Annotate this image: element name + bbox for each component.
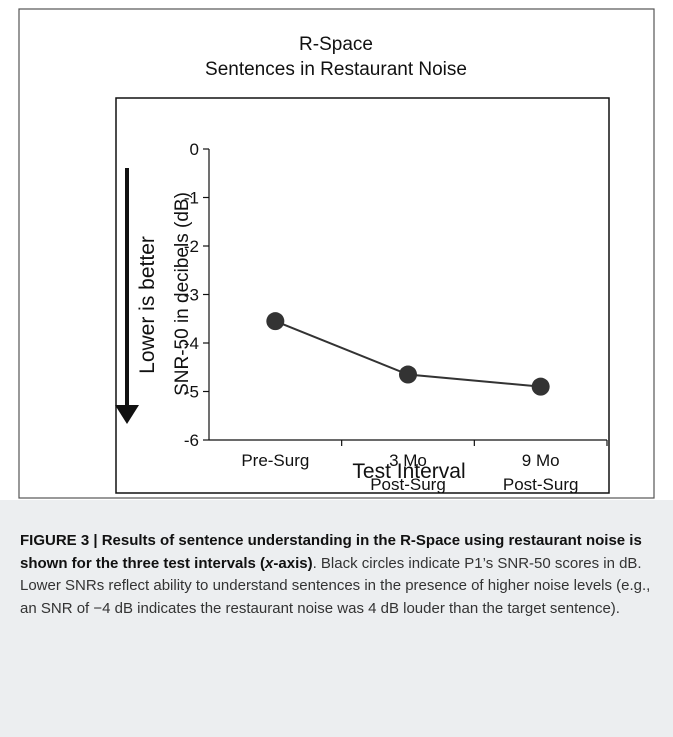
y-tick-label: -6 — [184, 431, 199, 450]
x-tick-label: 3 Mo Post-Surg — [370, 451, 446, 494]
y-axis-label: SNR-50 in decibels (dB) — [172, 192, 193, 396]
plot-frame — [115, 97, 610, 494]
data-point — [399, 365, 417, 384]
y-tick-label: -2 — [184, 237, 199, 256]
caption-bold-start: FIGURE 3 | Results of sentence understan… — [20, 532, 642, 572]
x-axis-label: Test Interval — [352, 460, 465, 483]
y-tick-label: -4 — [184, 334, 199, 353]
data-point — [531, 377, 550, 396]
chart-title: R-Space — [299, 34, 373, 55]
x-tick-label: 9 Mo Post-Surg — [503, 451, 579, 494]
y-tick-label: -5 — [184, 383, 199, 402]
y-tick-label: -1 — [184, 189, 199, 208]
caption-bold: FIGURE 3 | Results of sentence understan… — [20, 532, 642, 572]
caption-text: . Black circles indicate P1’s SNR-50 sco… — [20, 554, 651, 617]
caption: FIGURE 3 | Results of sentence understan… — [0, 500, 673, 737]
y-tick-label: 0 — [190, 140, 199, 159]
arrow-head — [115, 405, 139, 424]
caption-bold-end: -axis) — [273, 554, 313, 572]
chart: R-Space Sentences in Restaurant Noise Te… — [18, 8, 655, 499]
data-point — [266, 312, 285, 331]
y-tick-label: -3 — [184, 286, 199, 305]
chart-subtitle: Sentences in Restaurant Noise — [205, 59, 467, 80]
x-tick-label: Pre-Surg — [241, 451, 309, 470]
annotation: Lower is better — [136, 236, 159, 374]
caption-italic: x — [265, 554, 274, 572]
